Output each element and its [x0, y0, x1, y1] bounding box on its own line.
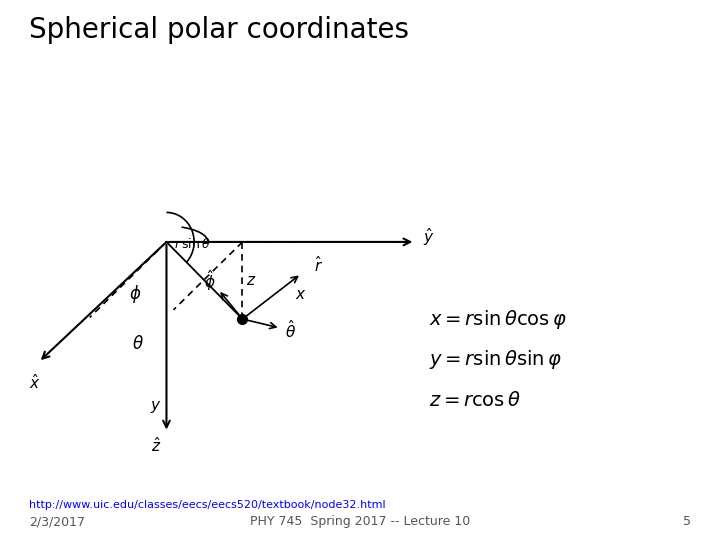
- Text: $z$: $z$: [246, 273, 256, 288]
- Text: $x$: $x$: [295, 287, 307, 301]
- Text: $y = r\sin\theta\sin\varphi$: $y = r\sin\theta\sin\varphi$: [429, 348, 562, 372]
- Text: $\hat{r}$: $\hat{r}$: [314, 255, 323, 274]
- Text: $\hat{y}$: $\hat{y}$: [423, 226, 435, 248]
- Text: $\hat{\phi}$: $\hat{\phi}$: [204, 268, 216, 293]
- Text: $\phi$: $\phi$: [129, 283, 142, 305]
- Text: 5: 5: [683, 515, 691, 528]
- Text: PHY 745  Spring 2017 -- Lecture 10: PHY 745 Spring 2017 -- Lecture 10: [250, 515, 470, 528]
- Text: $\hat{z}$: $\hat{z}$: [151, 436, 161, 456]
- Text: $\hat{x}$: $\hat{x}$: [30, 373, 41, 392]
- Text: $y$: $y$: [150, 400, 162, 415]
- Text: $x = r\sin\theta\cos\varphi$: $x = r\sin\theta\cos\varphi$: [429, 308, 567, 330]
- Text: $\theta$: $\theta$: [132, 335, 143, 353]
- Text: http://www.uic.edu/classes/eecs/eecs520/textbook/node32.html: http://www.uic.edu/classes/eecs/eecs520/…: [29, 500, 385, 510]
- Text: 2/3/2017: 2/3/2017: [29, 515, 85, 528]
- Text: Spherical polar coordinates: Spherical polar coordinates: [29, 16, 409, 44]
- Text: $r\,\sin\theta$: $r\,\sin\theta$: [174, 237, 211, 251]
- Text: $\hat{\theta}$: $\hat{\theta}$: [285, 320, 297, 341]
- Text: $z = r\cos\theta$: $z = r\cos\theta$: [429, 391, 521, 410]
